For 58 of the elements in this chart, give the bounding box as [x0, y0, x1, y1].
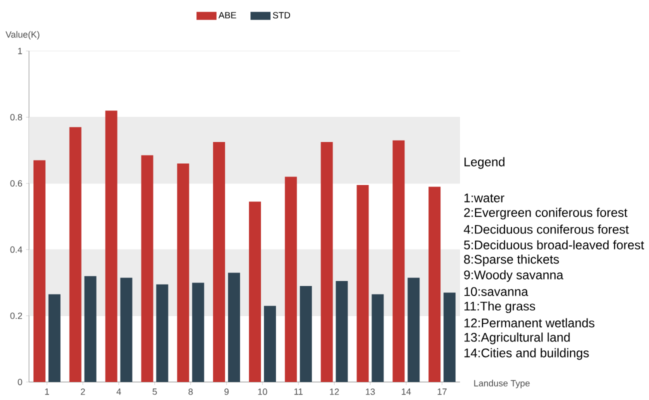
- y-tick-label: 1: [18, 48, 22, 54]
- bar: [228, 272, 240, 382]
- x-tick-label: 17: [438, 388, 447, 395]
- text: 1:water: [464, 194, 504, 202]
- y-tick-label: 0.6: [10, 180, 22, 187]
- bar: [264, 306, 276, 382]
- x-tick-label: 2: [80, 388, 85, 395]
- text: 5:Deciduous broad-leaved forest: [464, 240, 644, 250]
- text: 10:savanna: [464, 287, 528, 296]
- y-tick-label: 0: [18, 378, 22, 386]
- bar: [192, 282, 204, 382]
- bar: [248, 202, 261, 382]
- y-axis-title: Value(K): [6, 31, 40, 40]
- bar: [48, 294, 60, 382]
- x-tick-label: 1: [45, 388, 50, 395]
- text: 12:Permanent wetlands: [464, 318, 594, 328]
- x-axis-title: Landuse Type: [474, 380, 530, 388]
- x-tick-label: 8: [188, 388, 193, 395]
- y-tick-label: 0.2: [10, 312, 22, 319]
- bar: [408, 278, 420, 382]
- x-tick-label: 4: [116, 388, 122, 395]
- x-tick-label: 10: [258, 388, 268, 395]
- text: 11:The grass: [464, 301, 536, 314]
- x-tick-label: 13: [366, 388, 375, 395]
- bar: [33, 160, 46, 382]
- bar: [84, 276, 96, 382]
- bar: [120, 278, 132, 382]
- bar: [336, 281, 348, 382]
- x-tick-label: 12: [330, 388, 339, 395]
- bar: [141, 155, 154, 382]
- text: Legend: [464, 157, 504, 169]
- text: 2:Evergreen coniferous forest: [464, 208, 628, 220]
- bar: [372, 294, 384, 382]
- text: 4:Deciduous coniferous forest: [464, 224, 629, 234]
- legend-label: STD: [272, 12, 290, 18]
- bar: [213, 142, 226, 382]
- bar: [444, 292, 456, 382]
- x-tick-label: 5: [152, 388, 157, 395]
- bar: [69, 127, 82, 382]
- x-tick-label: 9: [224, 388, 229, 395]
- bar: [356, 185, 369, 382]
- bar: [284, 176, 297, 382]
- text: 13:Agricultural land: [464, 332, 570, 344]
- x-tick-label: 11: [294, 388, 303, 395]
- bar: [320, 142, 333, 382]
- bar: [156, 284, 168, 382]
- bar: [105, 110, 118, 382]
- text: 14:Cities and buildings: [464, 348, 589, 360]
- y-tick-label: 0.4: [10, 246, 22, 253]
- text: 9:Woody savanna: [464, 270, 564, 282]
- bar: [428, 186, 441, 382]
- bar: [392, 140, 405, 382]
- text: 8:Sparse thickets: [464, 254, 559, 266]
- legend-label: ABE: [218, 12, 236, 18]
- y-tick-label: 0.8: [10, 114, 22, 120]
- bar: [177, 164, 190, 382]
- bar: [300, 286, 312, 382]
- x-tick-label: 14: [402, 388, 411, 395]
